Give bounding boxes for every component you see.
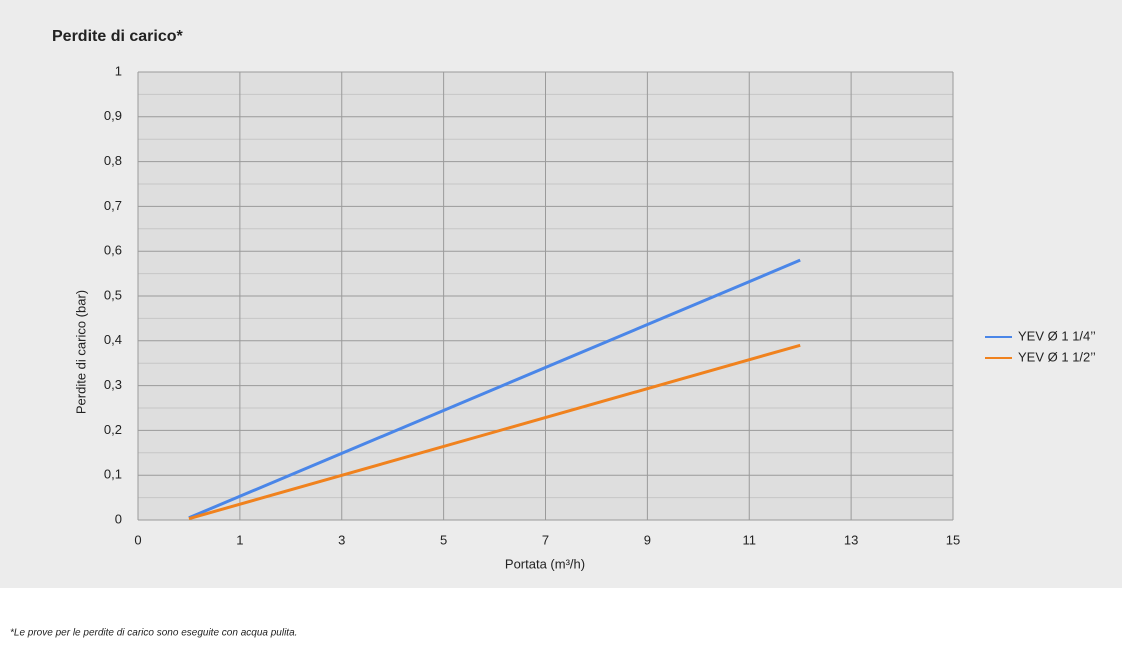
y-tick-label: 0,8 — [104, 153, 122, 168]
y-tick-label: 0,4 — [104, 332, 122, 347]
y-tick-label: 1 — [115, 63, 122, 78]
y-tick-label: 0,6 — [104, 243, 122, 258]
y-tick-label: 0,9 — [104, 108, 122, 123]
x-tick-label: 9 — [644, 532, 651, 547]
y-tick-label: 0,5 — [104, 287, 122, 302]
x-tick-label: 0 — [134, 532, 141, 547]
x-tick-label: 3 — [338, 532, 345, 547]
y-tick-label: 0,7 — [104, 198, 122, 213]
chart-title: Perdite di carico* — [52, 28, 183, 45]
data-line — [188, 343, 801, 521]
x-axis-label: Portata (m³/h) — [505, 556, 585, 571]
y-axis-label: Perdite di carico (bar) — [73, 290, 88, 414]
y-tick-label: 0,1 — [104, 467, 122, 482]
y-tick-label: 0 — [115, 511, 122, 526]
x-tick-label: 7 — [542, 532, 549, 547]
x-tick-label: 15 — [946, 532, 960, 547]
footnote: *Le prove per le perdite di carico sono … — [10, 628, 297, 639]
x-tick-label: 11 — [743, 532, 757, 547]
x-tick-label: 13 — [844, 532, 858, 547]
x-tick-label: 1 — [236, 532, 243, 547]
legend-label: YEV Ø 1 1/2’’ — [1018, 349, 1096, 364]
y-tick-label: 0,2 — [104, 422, 122, 437]
x-tick-label: 5 — [440, 532, 447, 547]
y-tick-label: 0,3 — [104, 377, 122, 392]
legend-label: YEV Ø 1 1/4’’ — [1018, 328, 1096, 343]
data-line — [188, 258, 801, 520]
